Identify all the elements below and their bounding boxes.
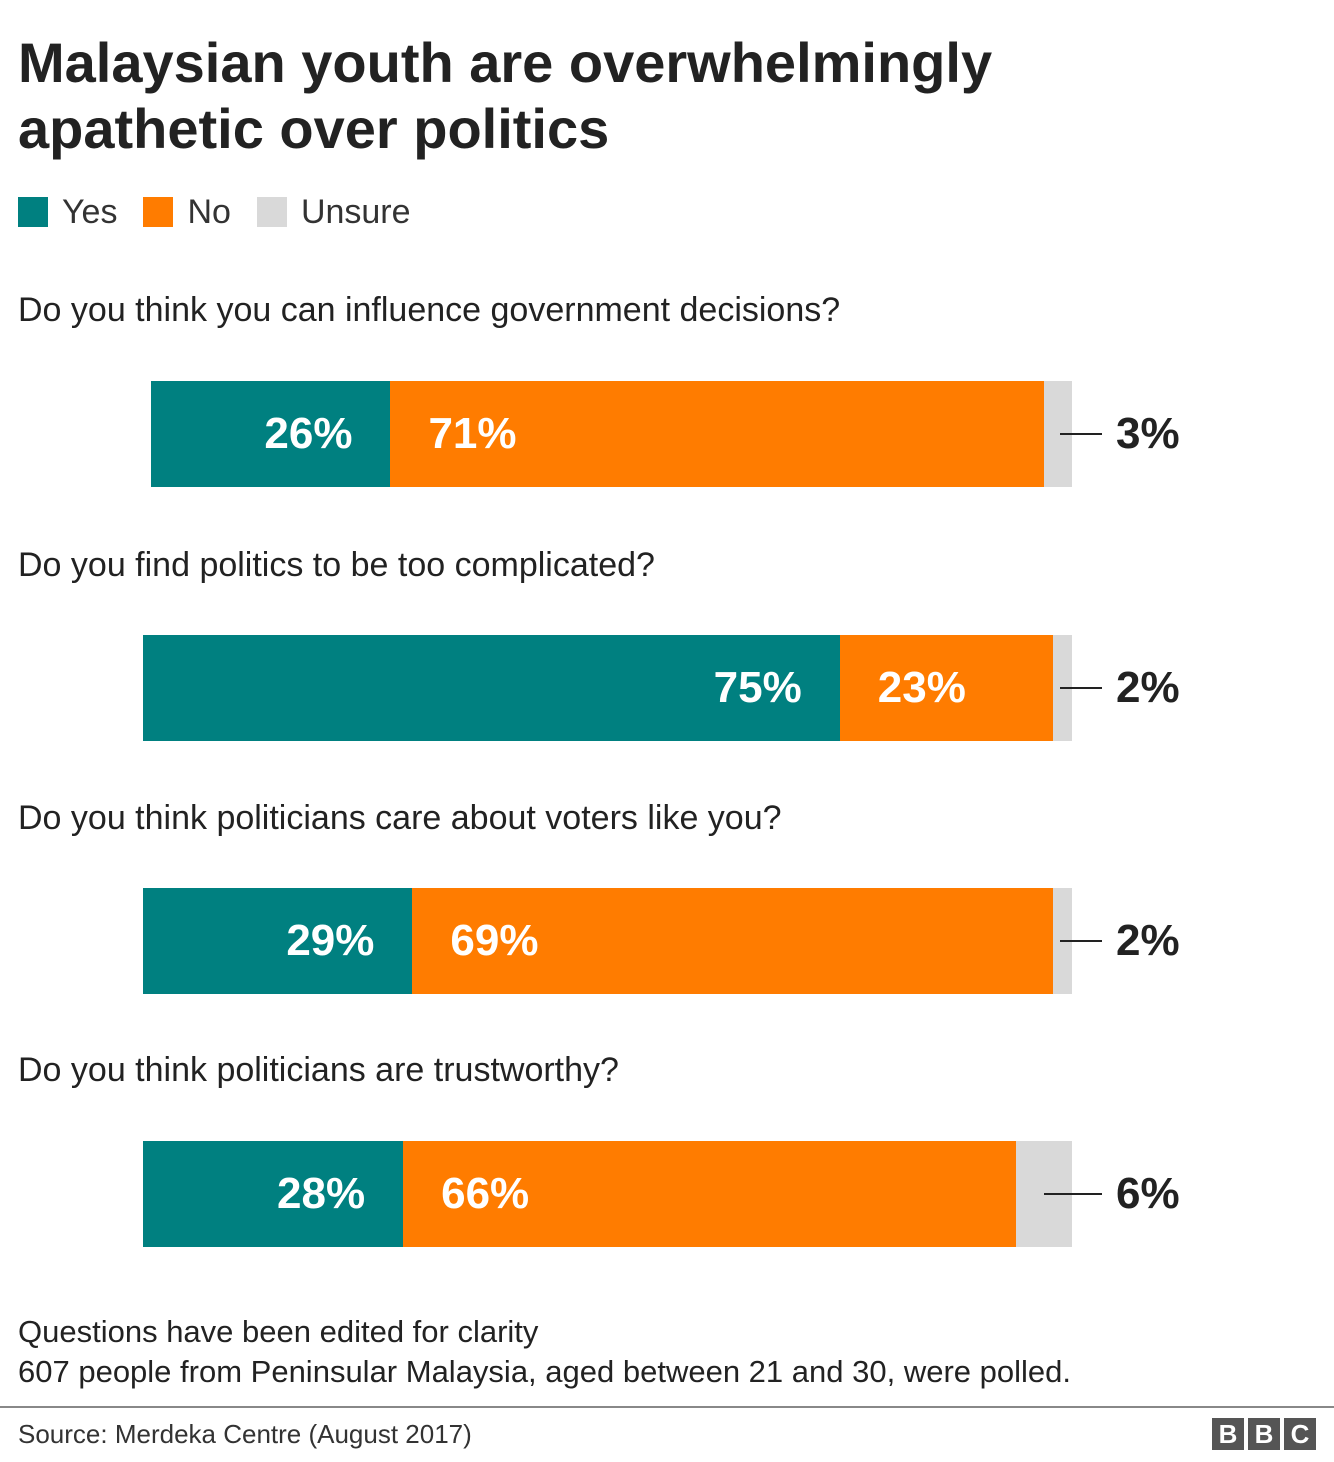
bar-row: 28% 66% 6% (0, 1141, 1334, 1247)
bar-row: 26% 71% 3% (0, 381, 1334, 487)
data-label-no: 71% (428, 409, 517, 458)
legend: Yes No Unsure (18, 190, 437, 234)
bar-segment-no (839, 635, 1054, 741)
question-label: Do you think you can influence governmen… (18, 291, 841, 329)
legend-swatch-unsure (256, 197, 287, 227)
bbc-logo-letter: B (1212, 1418, 1244, 1450)
bar-segment-yes (143, 635, 840, 741)
data-label-no: 66% (441, 1169, 530, 1218)
legend-item-unsure: Unsure (256, 192, 411, 232)
bbc-logo: B B C (1208, 1418, 1316, 1450)
bar-segment-yes (151, 381, 391, 487)
data-label-no: 23% (877, 663, 966, 712)
unsure-leader-line (1044, 1193, 1102, 1195)
bar-row: 29% 69% 2% (0, 888, 1334, 994)
legend-label-no: No (187, 193, 231, 231)
bbc-logo-letter: B (1248, 1418, 1280, 1450)
question-label: Do you think politicians care about vote… (18, 799, 782, 837)
legend-swatch-yes (18, 197, 48, 227)
source-note: Source: Merdeka Centre (August 2017) (18, 1419, 472, 1449)
unsure-leader-line (1060, 940, 1102, 942)
legend-label-yes: Yes (62, 193, 118, 231)
bar-segment-no (412, 888, 1054, 994)
legend-swatch-no (143, 197, 174, 227)
footnote: Questions have been edited for clarity (18, 1314, 539, 1349)
data-label-unsure: 2% (1116, 663, 1180, 712)
unsure-leader-line (1060, 687, 1102, 689)
legend-label-unsure: Unsure (300, 193, 411, 231)
bar-row: 75% 23% 2% (0, 635, 1334, 741)
question-label: Do you think politicians are trustworthy… (18, 1051, 619, 1089)
chart-title: Malaysian youth are overwhelmingly apath… (18, 31, 993, 160)
footer-divider (0, 1406, 1334, 1408)
bar-segment-no (403, 1141, 1017, 1247)
legend-item-no: No (143, 192, 231, 232)
data-label-yes: 28% (277, 1169, 366, 1218)
data-label-yes: 26% (264, 409, 353, 458)
bar-segment-yes (143, 888, 413, 994)
bbc-logo-letter: C (1284, 1418, 1316, 1450)
data-label-unsure: 3% (1116, 409, 1180, 458)
data-label-unsure: 2% (1116, 916, 1180, 965)
bar-segment-yes (143, 1141, 404, 1247)
data-label-unsure: 6% (1116, 1169, 1180, 1218)
data-label-yes: 75% (713, 663, 802, 712)
data-label-no: 69% (450, 916, 539, 965)
bar-segment-no (390, 381, 1045, 487)
footnote: 607 people from Peninsular Malaysia, age… (18, 1354, 1071, 1389)
unsure-leader-line (1060, 433, 1102, 435)
data-label-yes: 29% (286, 916, 375, 965)
question-label: Do you find politics to be too complicat… (18, 546, 655, 584)
legend-item-yes: Yes (18, 192, 117, 232)
